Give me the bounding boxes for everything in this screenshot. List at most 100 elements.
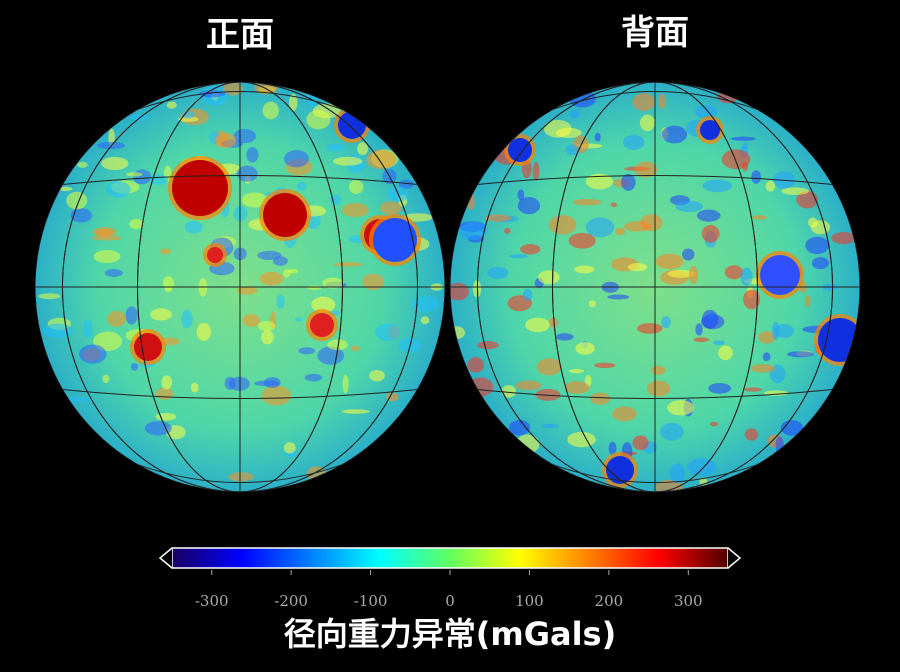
terrain-spot <box>129 218 144 230</box>
terrain-spot <box>262 101 279 120</box>
terrain-spot <box>162 276 174 290</box>
terrain-spot <box>718 345 733 361</box>
terrain-spot <box>701 224 720 243</box>
terrain-spot <box>724 265 744 280</box>
terrain-spot <box>350 345 361 351</box>
terrain-spot <box>585 217 615 238</box>
terrain-spot <box>233 205 248 222</box>
terrain-spot <box>740 267 753 286</box>
terrain-spot <box>288 93 298 112</box>
terrain-spot <box>588 300 596 308</box>
basin <box>263 193 307 237</box>
terrain-spot <box>93 250 121 264</box>
terrain-spot <box>636 323 663 334</box>
terrain-spot <box>772 321 780 341</box>
terrain-spot <box>144 421 172 436</box>
terrain-spot <box>296 181 307 191</box>
terrain-spot <box>261 330 274 345</box>
terrain-spot <box>568 232 596 249</box>
terrain-spot <box>517 197 541 215</box>
terrain-spot <box>362 273 385 291</box>
terrain-spot <box>485 214 512 222</box>
terrain-spot <box>762 352 771 362</box>
terrain-spot <box>541 423 560 429</box>
terrain-spot <box>164 286 173 293</box>
terrain-spot <box>742 142 749 149</box>
terrain-spot <box>298 347 315 355</box>
terrain-spot <box>750 364 776 373</box>
terrain-spot <box>646 380 671 397</box>
terrain-spot <box>130 363 139 371</box>
terrain-spot <box>287 268 299 274</box>
terrain-spot <box>59 186 73 192</box>
terrain-spot <box>283 150 309 168</box>
terrain-spot <box>709 421 719 427</box>
terrain-spot <box>607 294 630 300</box>
terrain-spot <box>420 316 430 325</box>
terrain-spot <box>160 248 172 255</box>
terrain-spot <box>92 227 117 237</box>
terrain-spot <box>568 369 585 374</box>
tick-label: -100 <box>354 592 388 610</box>
terrain-spot <box>538 270 560 285</box>
terrain-spot <box>196 322 211 342</box>
terrain-spot <box>695 323 703 336</box>
panel-title: 正面 <box>206 15 274 55</box>
terrain-spot <box>548 317 559 328</box>
terrain-spot <box>295 317 304 322</box>
terrain-spot <box>342 409 370 414</box>
terrain-spot <box>730 136 756 141</box>
basin <box>134 333 162 361</box>
terrain-spot <box>590 392 611 405</box>
terrain-spot <box>572 198 602 206</box>
terrain-spot <box>133 169 152 185</box>
terrain-spot <box>467 357 485 373</box>
terrain-spot <box>702 179 733 193</box>
terrain-spot <box>155 412 177 421</box>
terrain-spot <box>242 314 260 327</box>
terrain-spot <box>688 266 699 284</box>
terrain-spot <box>181 110 195 119</box>
terrain-spot <box>257 250 282 260</box>
terrain-spot <box>508 419 531 436</box>
terrain-spot <box>831 231 856 245</box>
terrain-spot <box>658 93 667 109</box>
terrain-spot <box>693 337 710 343</box>
terrain-spot <box>43 323 73 338</box>
terrain-spot <box>574 265 595 274</box>
terrain-spot <box>246 146 259 163</box>
parallel <box>477 389 833 399</box>
terrain-spot <box>487 266 509 279</box>
terrain-spot <box>70 208 93 223</box>
terrain-spot <box>306 109 331 130</box>
terrain-spot <box>520 244 541 255</box>
terrain-spot <box>101 156 129 171</box>
terrain-spot <box>375 323 401 341</box>
terrain-spot <box>610 202 617 208</box>
terrain-spot <box>743 387 763 392</box>
terrain-spot <box>166 101 177 109</box>
terrain-spot <box>325 143 346 152</box>
terrain-spot <box>229 376 250 391</box>
terrain-spot <box>575 342 595 355</box>
terrain-spot <box>548 215 577 235</box>
terrain-spot <box>655 253 684 270</box>
colorbar-ramp <box>171 547 729 569</box>
terrain-spot <box>126 172 143 177</box>
terrain-spot <box>333 262 364 267</box>
terrain-spot <box>236 165 258 182</box>
basin <box>606 456 634 484</box>
terrain-spot <box>623 221 652 232</box>
basin <box>373 218 417 262</box>
terrain-spot <box>411 295 440 312</box>
terrain-spot <box>263 377 281 388</box>
terrain-spot <box>758 331 776 344</box>
basin <box>207 247 223 263</box>
terrain-spot <box>623 134 645 150</box>
terrain-spot <box>342 203 369 218</box>
terrain-spot <box>283 442 296 454</box>
terrain-spot <box>661 316 671 329</box>
terrain-spot <box>190 382 199 393</box>
terrain-spot <box>786 351 814 358</box>
